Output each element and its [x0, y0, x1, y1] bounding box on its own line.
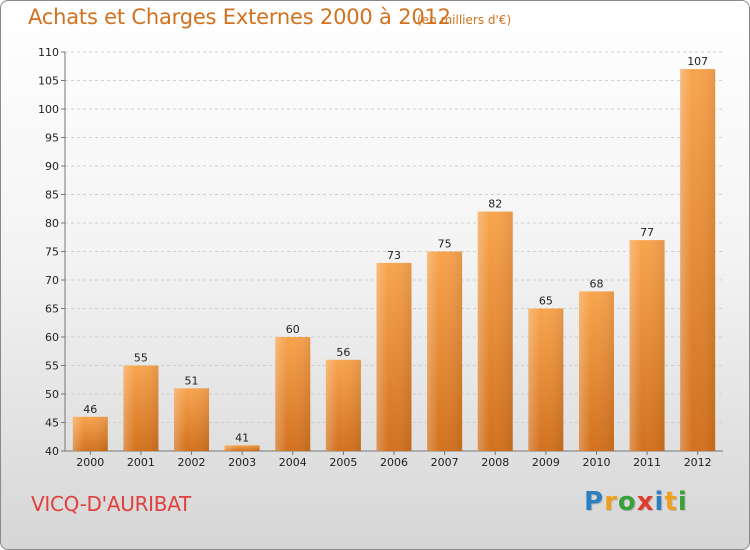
x-tick-label: 2006: [380, 456, 408, 469]
x-tick-label: 2012: [684, 456, 712, 469]
bar-shade: [123, 365, 159, 451]
data-label: 65: [539, 295, 553, 308]
y-tick-label: 85: [45, 189, 59, 202]
x-tick-label: 2007: [431, 456, 459, 469]
brand-letter: i: [654, 487, 665, 517]
x-tick-label: 2003: [228, 456, 256, 469]
brand-letter: x: [636, 487, 655, 517]
bar-shade: [275, 337, 311, 451]
bar-shade: [72, 416, 108, 451]
x-tick-label: 2009: [532, 456, 560, 469]
data-label: 60: [286, 323, 300, 336]
place-name: VICQ-D'AURIBAT: [31, 492, 191, 516]
y-tick-label: 90: [45, 160, 59, 173]
data-label: 77: [640, 226, 654, 239]
data-label: 75: [438, 238, 452, 251]
y-tick-label: 80: [45, 217, 59, 230]
x-tick-label: 2011: [633, 456, 661, 469]
x-tick-label: 2008: [481, 456, 509, 469]
brand-letter: i: [677, 487, 688, 517]
bar-shade: [224, 445, 260, 451]
brand-letter: t: [664, 487, 678, 517]
chart-subtitle: (en milliers d'€): [417, 13, 512, 27]
data-label: 55: [134, 352, 148, 365]
y-tick-label: 105: [38, 75, 59, 88]
x-tick-label: 2001: [127, 456, 155, 469]
bar-shade: [528, 308, 564, 451]
data-label: 107: [687, 55, 708, 68]
bar-shade: [376, 262, 412, 451]
bar-shade: [578, 291, 614, 451]
x-tick-label: 2002: [178, 456, 206, 469]
data-label: 68: [589, 277, 603, 290]
data-label: 46: [83, 403, 97, 416]
data-label: 51: [185, 374, 199, 387]
proxiti-logo[interactable]: Proxiti: [584, 487, 688, 517]
y-tick-label: 65: [45, 303, 59, 316]
brand-letter: r: [604, 487, 618, 517]
data-label: 73: [387, 249, 401, 262]
x-tick-label: 2000: [76, 456, 104, 469]
x-tick-label: 2004: [279, 456, 307, 469]
y-tick-label: 40: [45, 445, 59, 458]
y-tick-label: 70: [45, 274, 59, 287]
y-tick-label: 55: [45, 360, 59, 373]
y-tick-label: 75: [45, 246, 59, 259]
y-tick-label: 60: [45, 331, 59, 344]
y-tick-label: 95: [45, 132, 59, 145]
data-label: 82: [488, 198, 502, 211]
data-label: 41: [235, 431, 249, 444]
y-tick-label: 50: [45, 388, 59, 401]
bar-shade: [680, 69, 716, 451]
bar-shade: [174, 388, 210, 451]
y-tick-label: 100: [38, 103, 59, 116]
brand-letter: P: [584, 487, 605, 517]
x-tick-label: 2005: [329, 456, 357, 469]
brand-letter: o: [617, 487, 637, 517]
x-tick-label: 2010: [582, 456, 610, 469]
bar-shade: [427, 251, 463, 451]
data-label: 56: [336, 346, 350, 359]
y-tick-label: 45: [45, 417, 59, 430]
bar-shade: [325, 359, 361, 451]
bar-shade: [629, 240, 665, 451]
bar-shade: [477, 211, 513, 451]
chart-title: Achats et Charges Externes 2000 à 2012: [28, 5, 451, 29]
y-tick-label: 110: [38, 46, 59, 59]
